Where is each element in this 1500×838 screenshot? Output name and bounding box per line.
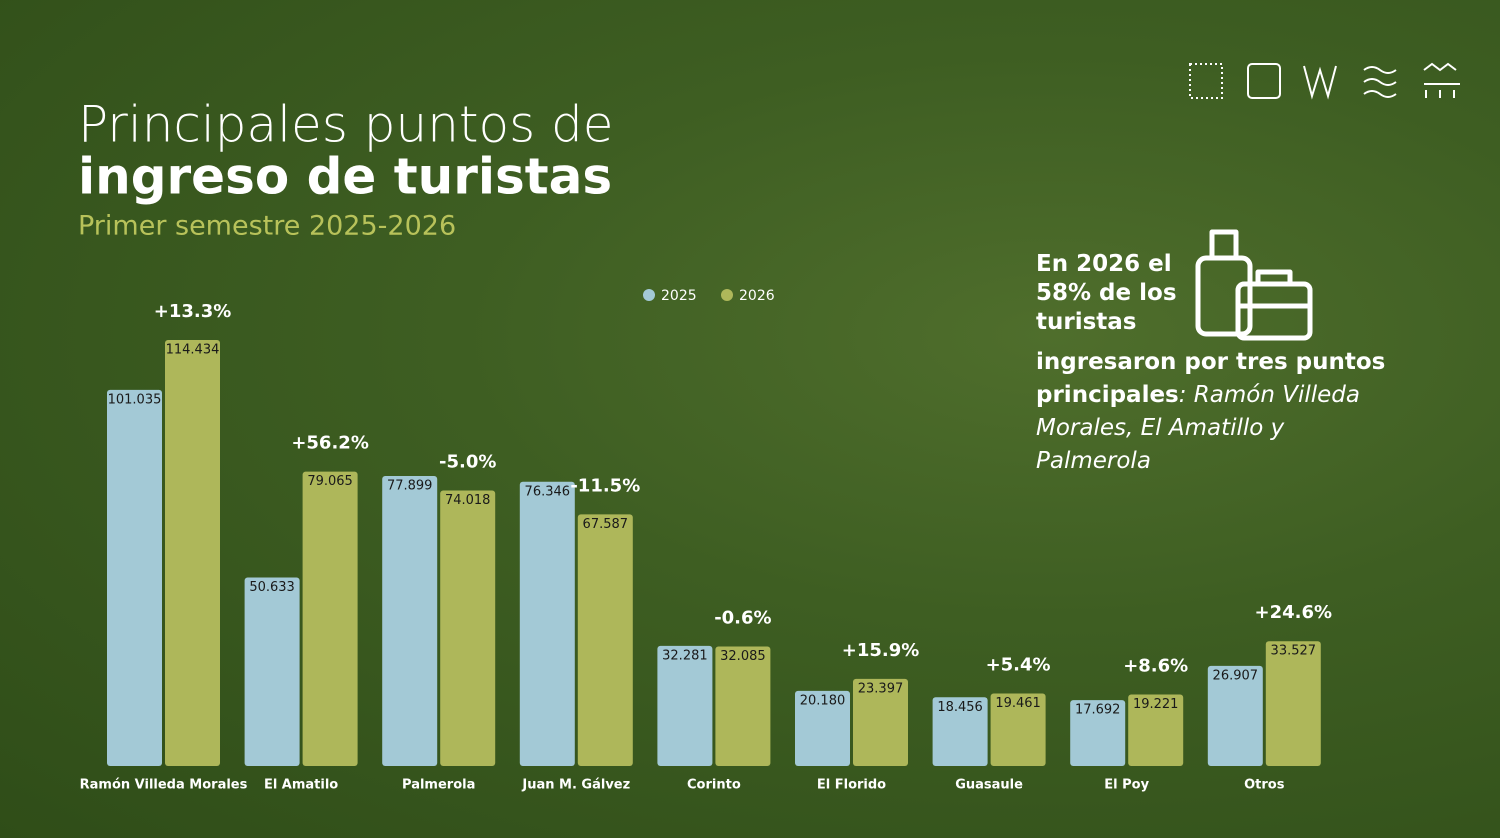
x-tick-label: El Florido: [817, 778, 886, 793]
subtitle: Primer semestre 2025-2026: [78, 211, 456, 242]
change-annotation: +56.2%: [291, 433, 369, 454]
bar: [244, 577, 300, 766]
value-label: 18.456: [937, 700, 983, 715]
change-annotation: +5.4%: [986, 655, 1051, 676]
value-label: 19.221: [1133, 697, 1179, 712]
x-tick-label: Ramón Villeda Morales: [80, 778, 248, 793]
bar: [853, 678, 908, 766]
callout-highlight: ingresaron por tres puntos principales: [1036, 349, 1386, 408]
x-tick-label: Juan M. Gálvez: [521, 778, 630, 793]
bar: [577, 514, 633, 766]
bar: [1128, 694, 1184, 766]
value-label: 77.899: [387, 479, 433, 494]
change-annotation: +13.3%: [154, 301, 232, 322]
value-label: 17.692: [1075, 703, 1121, 718]
bar: [657, 645, 713, 766]
bar: [795, 690, 850, 766]
callout-text: ingresaron por tres puntos principales: …: [1036, 346, 1396, 478]
callout-lead: En 2026 el 58% de los turistas: [1036, 251, 1177, 335]
value-label: 20.180: [800, 693, 846, 708]
bar: [1207, 665, 1263, 766]
value-label: 79.065: [307, 474, 353, 489]
change-annotation: -0.6%: [714, 608, 771, 629]
change-annotation: -11.5%: [570, 475, 640, 496]
change-annotation: +8.6%: [1123, 655, 1188, 676]
bar: [715, 646, 771, 766]
legend-label: 2025: [661, 288, 697, 304]
value-label: 67.587: [583, 517, 629, 532]
bar: [107, 389, 162, 766]
x-tick-label: El Amatilo: [264, 778, 338, 793]
logo-icons: [1189, 62, 1460, 100]
value-label: 32.281: [662, 648, 708, 663]
value-label: 76.346: [525, 484, 571, 499]
x-tick-label: Palmerola: [402, 778, 475, 793]
legend-swatch: [643, 289, 655, 301]
bar: [1070, 700, 1126, 766]
bar: [990, 693, 1046, 766]
value-label: 74.018: [445, 493, 491, 508]
value-label: 101.035: [108, 392, 162, 407]
legend-label: 2026: [739, 288, 775, 304]
title-line2: ingreso de turistas: [78, 148, 612, 206]
change-annotation: -5.0%: [439, 451, 496, 472]
legend-swatch: [721, 289, 733, 301]
x-tick-label: Corinto: [687, 778, 741, 793]
value-label: 32.085: [720, 649, 766, 664]
value-label: 26.907: [1213, 668, 1259, 683]
change-annotation: +15.9%: [842, 640, 920, 661]
x-tick-label: El Poy: [1104, 778, 1149, 793]
change-annotation: +24.6%: [1255, 602, 1333, 623]
value-label: 50.633: [249, 580, 295, 595]
bar: [519, 481, 575, 766]
value-label: 114.434: [166, 343, 220, 358]
x-tick-label: Guasaule: [955, 778, 1023, 793]
value-label: 19.461: [995, 696, 1041, 711]
suitcase-icon: [1195, 229, 1313, 341]
bar: [382, 476, 438, 766]
callout-detail: : Ramón Villeda Morales, El Amatillo y P…: [1036, 382, 1360, 474]
title-line1: Principales puntos de: [78, 96, 614, 154]
bar: [302, 471, 358, 766]
value-label: 23.397: [858, 681, 904, 696]
x-tick-label: Otros: [1244, 778, 1285, 793]
bar: [1265, 641, 1321, 766]
bar: [165, 340, 220, 766]
value-label: 33.527: [1271, 644, 1317, 659]
bar: [440, 490, 496, 766]
bar: [932, 697, 988, 766]
